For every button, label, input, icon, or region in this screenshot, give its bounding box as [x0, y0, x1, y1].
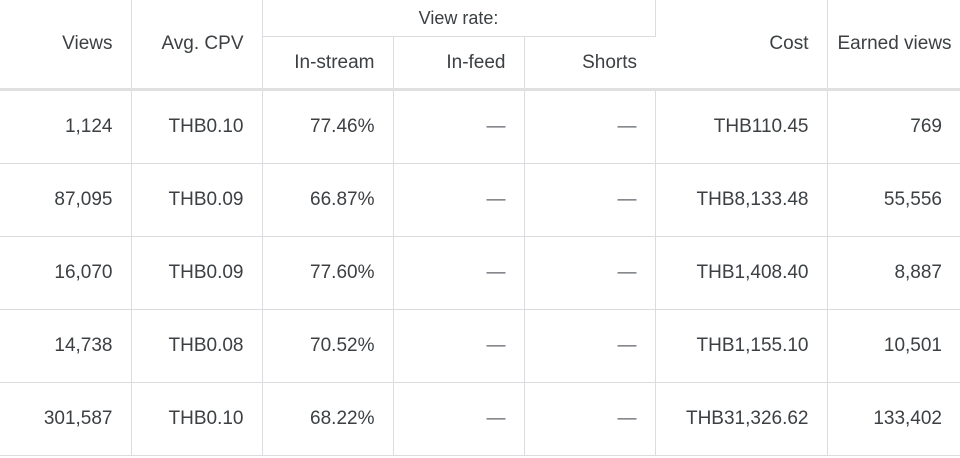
cell-cost: THB1,408.40 [655, 236, 828, 310]
cell-earned-views: 133,402 [827, 382, 960, 456]
cell-earned-views: 769 [827, 89, 960, 164]
table-row[interactable]: 1,124 THB0.10 77.46% — — THB110.45 769 [0, 89, 960, 164]
cell-cost: THB31,326.62 [655, 382, 828, 456]
cell-avg-cpv: THB0.10 [131, 382, 263, 456]
cell-avg-cpv: THB0.09 [131, 163, 263, 237]
cell-in-stream: 66.87% [262, 163, 394, 237]
cell-cost: THB110.45 [655, 89, 828, 164]
cell-cost: THB8,133.48 [655, 163, 828, 237]
table-row[interactable]: 87,095 THB0.09 66.87% — — THB8,133.48 55… [0, 163, 960, 237]
cell-in-stream: 68.22% [262, 382, 394, 456]
cell-earned-views: 10,501 [827, 309, 960, 383]
header-shorts[interactable]: Shorts [524, 36, 655, 91]
cell-cost: THB1,155.10 [655, 309, 828, 383]
cell-in-stream: 77.46% [262, 89, 394, 164]
header-earned-views[interactable]: Earned views [827, 0, 960, 91]
cell-avg-cpv: THB0.09 [131, 236, 263, 310]
cell-views: 1,124 [0, 89, 132, 164]
cell-in-feed: — [393, 382, 525, 456]
cell-in-feed: — [393, 163, 525, 237]
table-row[interactable]: 14,738 THB0.08 70.52% — — THB1,155.10 10… [0, 309, 960, 383]
cell-views: 301,587 [0, 382, 132, 456]
cell-views: 14,738 [0, 309, 132, 383]
cell-in-stream: 77.60% [262, 236, 394, 310]
cell-shorts: — [524, 163, 656, 237]
table-header: Views Avg. CPV View rate: Cost Earned vi… [0, 0, 960, 91]
table-body: 1,124 THB0.10 77.46% — — THB110.45 769 8… [0, 89, 960, 456]
header-avg-cpv[interactable]: Avg. CPV [131, 0, 263, 91]
header-view-rate-group: View rate: [262, 0, 656, 37]
header-cost[interactable]: Cost [655, 0, 828, 91]
cell-shorts: — [524, 89, 656, 164]
cell-earned-views: 55,556 [827, 163, 960, 237]
cell-views: 16,070 [0, 236, 132, 310]
table-row[interactable]: 301,587 THB0.10 68.22% — — THB31,326.62 … [0, 382, 960, 456]
cell-shorts: — [524, 309, 656, 383]
cell-in-feed: — [393, 309, 525, 383]
cell-shorts: — [524, 236, 656, 310]
header-views[interactable]: Views [0, 0, 132, 91]
cell-shorts: — [524, 382, 656, 456]
cell-views: 87,095 [0, 163, 132, 237]
cell-avg-cpv: THB0.10 [131, 89, 263, 164]
cell-earned-views: 8,887 [827, 236, 960, 310]
cell-in-stream: 70.52% [262, 309, 394, 383]
cell-avg-cpv: THB0.08 [131, 309, 263, 383]
cell-in-feed: — [393, 89, 525, 164]
header-in-feed[interactable]: In-feed [393, 36, 525, 91]
header-in-stream[interactable]: In-stream [262, 36, 394, 91]
cell-in-feed: — [393, 236, 525, 310]
table-row[interactable]: 16,070 THB0.09 77.60% — — THB1,408.40 8,… [0, 236, 960, 310]
